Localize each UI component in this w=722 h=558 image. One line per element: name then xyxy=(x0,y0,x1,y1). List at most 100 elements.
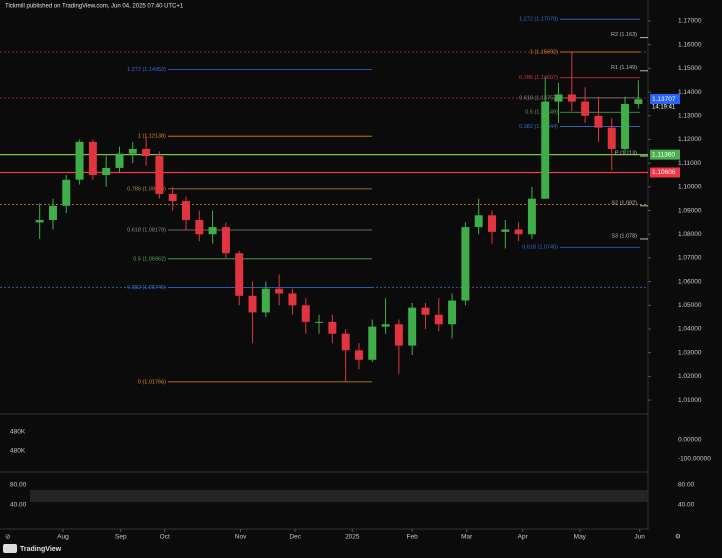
x-tick-label: Oct xyxy=(160,534,170,541)
candle-body xyxy=(594,115,603,128)
fib-label: 1 (1.12138) xyxy=(138,134,166,140)
y-tick-label: 1.01000 xyxy=(678,397,702,404)
candle-body xyxy=(168,193,177,202)
candle-body xyxy=(75,141,84,180)
settings-icon: ⚙ xyxy=(675,533,681,541)
candle-body xyxy=(394,324,403,346)
candle-body xyxy=(142,148,151,157)
candle-body xyxy=(261,288,270,313)
panel-left-label: 40.00 xyxy=(10,502,27,509)
x-tick-label: Aug xyxy=(57,534,69,541)
panel-right-label: -100.00000 xyxy=(678,456,711,463)
candle-body xyxy=(195,220,204,235)
pivot-label: S3 (1.078) xyxy=(611,233,637,239)
y-tick-label: 1.08000 xyxy=(678,231,702,238)
candle-body xyxy=(634,99,643,104)
panel-left-label: 480K xyxy=(10,448,26,455)
y-tick-label: 1.06000 xyxy=(678,278,702,285)
fib-label: 0.618 (1.0745) xyxy=(522,245,558,251)
logo-icon xyxy=(3,544,17,553)
timezone-icon: ⊘ xyxy=(5,534,11,541)
x-tick-label: Apr xyxy=(518,534,529,541)
x-tick-label: Nov xyxy=(235,534,247,541)
panel-left-label: 80.00 xyxy=(10,482,27,489)
candle-body xyxy=(434,314,443,325)
price-tag xyxy=(650,94,680,105)
x-tick-label: Jun xyxy=(634,534,645,541)
pivot-label: R2 (1.163) xyxy=(611,32,637,38)
candle-body xyxy=(554,94,563,102)
candle-body xyxy=(448,300,457,325)
y-tick-label: 1.13000 xyxy=(678,113,702,120)
panel-right-label: 40.00 xyxy=(678,502,695,509)
candle-body xyxy=(35,220,44,223)
candle-body xyxy=(301,305,310,322)
candle-body xyxy=(408,307,417,346)
candle-body xyxy=(235,253,244,296)
candle-body xyxy=(621,103,630,149)
y-tick-label: 1.12000 xyxy=(678,136,702,143)
fib-label: 1 (1.15692) xyxy=(530,49,558,55)
price-tag-label: 1.10606 xyxy=(652,169,676,176)
candle-body xyxy=(102,167,111,176)
fib-label: 0.382 (1.12544) xyxy=(519,124,558,130)
fib-label: 0.618 (1.13757) xyxy=(519,95,558,101)
candle-body xyxy=(275,288,284,294)
price-tag-label: 1.11360 xyxy=(652,151,675,158)
x-tick-label: May xyxy=(574,534,587,541)
candle-body xyxy=(567,94,576,102)
fib-label: 0.382 (1.05745) xyxy=(127,285,166,291)
candle-body xyxy=(581,101,590,116)
candle-body xyxy=(315,321,324,323)
fib-label: 0.786 (1.09913) xyxy=(127,186,166,192)
price-tag xyxy=(650,149,680,160)
pivot-label: P (1.113) xyxy=(615,151,637,157)
candle-body xyxy=(182,201,190,221)
candle-body xyxy=(155,156,164,194)
candle-body xyxy=(62,179,71,206)
countdown: 14:19:41 xyxy=(652,105,676,111)
fib-label: 0.786 (1.14607) xyxy=(519,75,558,81)
y-tick-label: 1.04000 xyxy=(678,326,702,333)
fib-label: 1.272 (1.14953) xyxy=(127,67,166,73)
candle-body xyxy=(607,127,616,149)
candle-body xyxy=(488,215,496,232)
y-tick-label: 1.05000 xyxy=(678,302,702,309)
y-tick-label: 1.15000 xyxy=(678,65,702,72)
panel-left-label: 480K xyxy=(10,429,26,436)
candle-body xyxy=(354,350,363,360)
candle-body xyxy=(527,198,536,235)
price-tag-label: 1.13707 xyxy=(652,96,676,103)
y-tick-label: 1.07000 xyxy=(678,255,702,262)
x-tick-label: Sep xyxy=(115,534,127,541)
candle-body xyxy=(501,229,510,232)
candle-body xyxy=(88,141,97,176)
fib-label: 1.272 (1.17078) xyxy=(519,17,558,23)
y-tick-label: 1.16000 xyxy=(678,41,702,48)
x-tick-label: Dec xyxy=(289,534,301,541)
y-tick-label: 1.17000 xyxy=(678,18,702,25)
candle-body xyxy=(221,227,230,254)
pivot-label: S2 (1.092) xyxy=(611,200,637,206)
candle-body xyxy=(368,326,377,360)
header: Tickmill published on TradingView.com, J… xyxy=(5,4,184,10)
candle-body xyxy=(115,153,124,168)
y-tick-label: 1.14000 xyxy=(678,89,702,96)
candle-body xyxy=(421,307,430,315)
y-tick-label: 1.09000 xyxy=(678,207,702,214)
candle-body xyxy=(381,324,390,327)
footer-brand: TradingView xyxy=(20,546,62,553)
candle-body xyxy=(514,229,523,235)
stoch-band xyxy=(30,490,648,502)
y-tick-label: 1.11000 xyxy=(678,160,701,167)
candle-body xyxy=(341,333,350,351)
fib-label: 0 (1.01766) xyxy=(138,379,166,385)
candle-body xyxy=(48,205,57,221)
fib-label: 0.618 (1.08178) xyxy=(127,227,166,233)
candle-body xyxy=(328,321,337,334)
panel-right-label: 80.00 xyxy=(678,482,695,489)
pivot-label: R1 (1.149) xyxy=(611,65,637,71)
candle-body xyxy=(288,293,297,306)
